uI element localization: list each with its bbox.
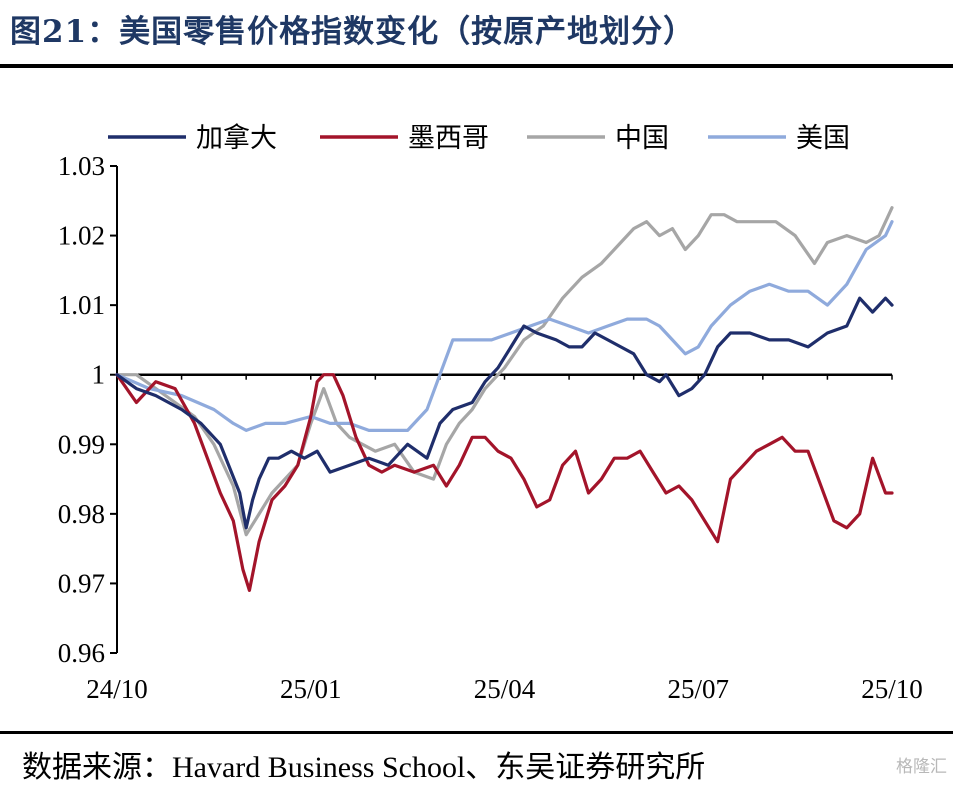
x-tick-label: 24/10: [86, 674, 148, 704]
figure-title: 图21：美国零售价格指数变化（按原产地划分）: [10, 14, 696, 50]
series-line-mexico: [115, 373, 894, 593]
x-tick-label: 25/10: [861, 674, 923, 704]
series-line-canada: [115, 296, 894, 530]
watermark: 格隆汇: [896, 757, 947, 777]
y-tick-label: 0.99: [58, 429, 105, 459]
y-tick-label: 0.98: [58, 499, 105, 529]
y-tick-label: 1: [92, 360, 106, 390]
y-tick-label: 0.97: [58, 568, 105, 598]
chart-axes: 0.96 0.97 0.98 0.99 1 1.01 1.02 1.03 24/10 25/01 2…: [58, 151, 923, 704]
source-note: 数据来源：Havard Business School、东吴证券研究所: [22, 751, 706, 784]
y-tick-label: 1.03: [58, 151, 105, 181]
legend-label-china: 中国: [615, 123, 669, 153]
series-line-china: [115, 206, 894, 537]
x-tick-label: 25/07: [667, 674, 729, 704]
legend-label-usa: 美国: [796, 123, 850, 153]
y-tick-label: 0.96: [58, 638, 105, 668]
chart-series: [115, 206, 894, 593]
series-line-usa: [115, 220, 894, 432]
legend-label-canada: 加拿大: [196, 123, 277, 153]
x-tick-label: 25/01: [280, 674, 342, 704]
y-tick-label: 1.01: [58, 290, 105, 320]
y-tick-label: 1.02: [58, 221, 105, 251]
bottom-rule: [0, 731, 953, 734]
line-chart: 加拿大 墨西哥 中国 美国 0.96 0.97 0.98 0.99 1 1.01 1.02 1.03…: [58, 123, 923, 704]
top-rule: [0, 64, 953, 68]
x-tick-label: 25/04: [474, 674, 536, 704]
chart-legend: 加拿大 墨西哥 中国 美国: [108, 123, 850, 153]
legend-label-mexico: 墨西哥: [408, 123, 489, 153]
